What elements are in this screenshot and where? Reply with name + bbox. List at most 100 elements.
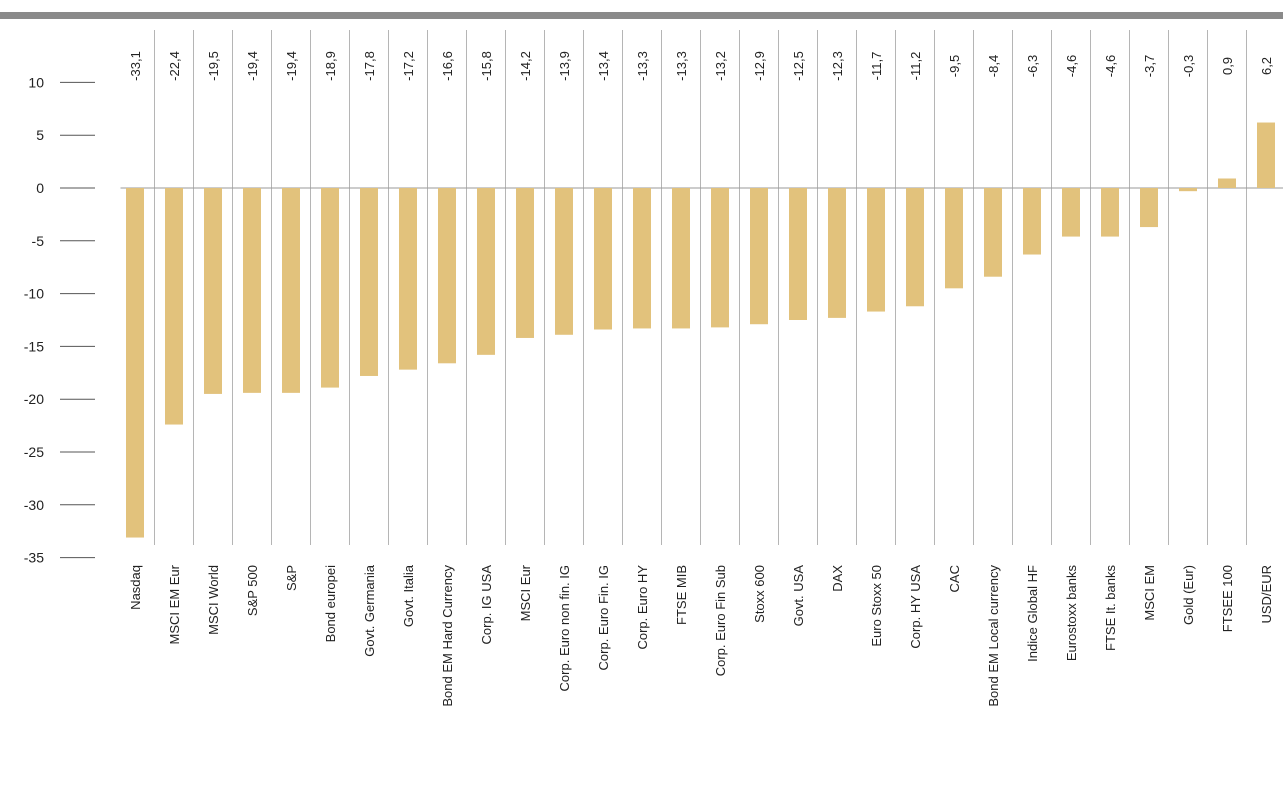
- data-label-20: -11,7: [869, 52, 884, 81]
- bar-7: [360, 188, 378, 376]
- bar-20: [867, 188, 885, 312]
- data-label-12: -13,9: [557, 51, 572, 81]
- bar-18: [789, 188, 807, 320]
- data-label-18: -12,5: [791, 51, 806, 81]
- data-label-13: -13,4: [596, 51, 611, 81]
- bar-10: [477, 188, 495, 355]
- data-label-6: -18,9: [323, 51, 338, 81]
- top-rule: [0, 12, 1283, 19]
- data-label-8: -17,2: [401, 51, 416, 81]
- data-label-10: -15,8: [479, 51, 494, 81]
- category-label-23: Bond EM Local currency: [986, 565, 1001, 707]
- category-label-30: USD/EUR: [1259, 565, 1274, 624]
- category-label-25: Eurostoxx banks: [1064, 565, 1079, 662]
- bar-14: [633, 188, 651, 329]
- category-label-22: CAC: [947, 565, 962, 592]
- bar-8: [399, 188, 417, 370]
- y-tick-label: -30: [24, 497, 44, 513]
- data-label-17: -12,9: [752, 51, 767, 81]
- bar-30: [1257, 122, 1275, 188]
- data-label-11: -14,2: [518, 51, 533, 81]
- y-tick-label: -20: [24, 391, 44, 407]
- data-label-1: -33,1: [128, 51, 143, 81]
- category-label-29: FTSEE 100: [1220, 565, 1235, 632]
- data-label-9: -16,6: [440, 51, 455, 81]
- y-tick-label: -15: [24, 338, 44, 354]
- data-label-19: -12,3: [830, 51, 845, 81]
- data-label-27: -3,7: [1142, 55, 1157, 77]
- category-label-9: Bond EM Hard Currency: [440, 565, 455, 707]
- y-tick-label: 10: [28, 74, 44, 90]
- y-tick-label: -5: [32, 233, 45, 249]
- category-label-24: Indice Global HF: [1025, 565, 1040, 662]
- data-label-22: -9,5: [947, 55, 962, 77]
- data-label-26: -4,6: [1103, 55, 1118, 77]
- category-label-3: MSCI World: [206, 565, 221, 635]
- category-label-17: Stoxx 600: [752, 565, 767, 623]
- y-tick-label: -10: [24, 286, 44, 302]
- data-label-2: -22,4: [167, 51, 182, 81]
- bar-27: [1140, 188, 1158, 228]
- bar-15: [672, 188, 690, 329]
- category-label-11: MSCI Eur: [518, 564, 533, 621]
- y-tick-label: -35: [24, 550, 44, 566]
- bar-19: [828, 188, 846, 318]
- bar-3: [204, 188, 222, 394]
- category-label-20: Euro Stoxx 50: [869, 565, 884, 647]
- category-label-6: Bond europei: [323, 565, 338, 642]
- data-label-30: 6,2: [1259, 57, 1274, 75]
- bar-23: [984, 188, 1002, 277]
- bar-26: [1101, 188, 1119, 237]
- bar-12: [555, 188, 573, 335]
- data-label-15: -13,3: [674, 51, 689, 81]
- data-label-25: -4,6: [1064, 55, 1079, 77]
- category-label-10: Corp. IG USA: [479, 565, 494, 645]
- category-label-15: FTSE MIB: [674, 565, 689, 625]
- category-label-18: Govt. USA: [791, 565, 806, 627]
- category-label-13: Corp. Euro Fin. IG: [596, 565, 611, 670]
- category-label-16: Corp. Euro Fin Sub: [713, 565, 728, 676]
- category-label-2: MSCI EM Eur: [167, 564, 182, 644]
- data-label-24: -6,3: [1025, 55, 1040, 77]
- category-label-8: Govt. Italia: [401, 564, 416, 627]
- bar-22: [945, 188, 963, 289]
- category-label-12: Corp. Euro non fin. IG: [557, 565, 572, 691]
- bar-24: [1023, 188, 1041, 255]
- data-label-3: -19,5: [206, 51, 221, 81]
- data-label-7: -17,8: [362, 51, 377, 81]
- bar-2: [165, 188, 183, 425]
- bar-6: [321, 188, 339, 388]
- bar-25: [1062, 188, 1080, 237]
- y-tick-label: 0: [36, 180, 44, 196]
- y-tick-label: 5: [36, 127, 44, 143]
- bar-28: [1179, 188, 1197, 192]
- category-label-28: Gold (Eur): [1181, 565, 1196, 625]
- bar-9: [438, 188, 456, 364]
- bar-1: [126, 188, 144, 538]
- bar-13: [594, 188, 612, 330]
- category-label-5: S&P: [284, 565, 299, 591]
- bar-29: [1218, 178, 1236, 188]
- bar-11: [516, 188, 534, 338]
- data-label-28: -0,3: [1181, 55, 1196, 77]
- bar-17: [750, 188, 768, 325]
- bar-16: [711, 188, 729, 328]
- category-label-7: Govt. Germania: [362, 564, 377, 657]
- bar-4: [243, 188, 261, 393]
- category-label-1: Nasdaq: [128, 565, 143, 610]
- category-label-26: FTSE It. banks: [1103, 565, 1118, 651]
- data-label-23: -8,4: [986, 55, 1001, 77]
- data-label-21: -11,2: [908, 52, 923, 81]
- category-label-21: Corp. HY USA: [908, 565, 923, 649]
- category-label-14: Corp. Euro HY: [635, 565, 650, 650]
- data-label-16: -13,2: [713, 51, 728, 81]
- bar-21: [906, 188, 924, 307]
- y-tick-label: -25: [24, 444, 44, 460]
- data-label-4: -19,4: [245, 51, 260, 81]
- data-label-14: -13,3: [635, 51, 650, 81]
- data-label-29: 0,9: [1220, 57, 1235, 75]
- category-label-4: S&P 500: [245, 565, 260, 616]
- category-label-19: DAX: [830, 565, 845, 592]
